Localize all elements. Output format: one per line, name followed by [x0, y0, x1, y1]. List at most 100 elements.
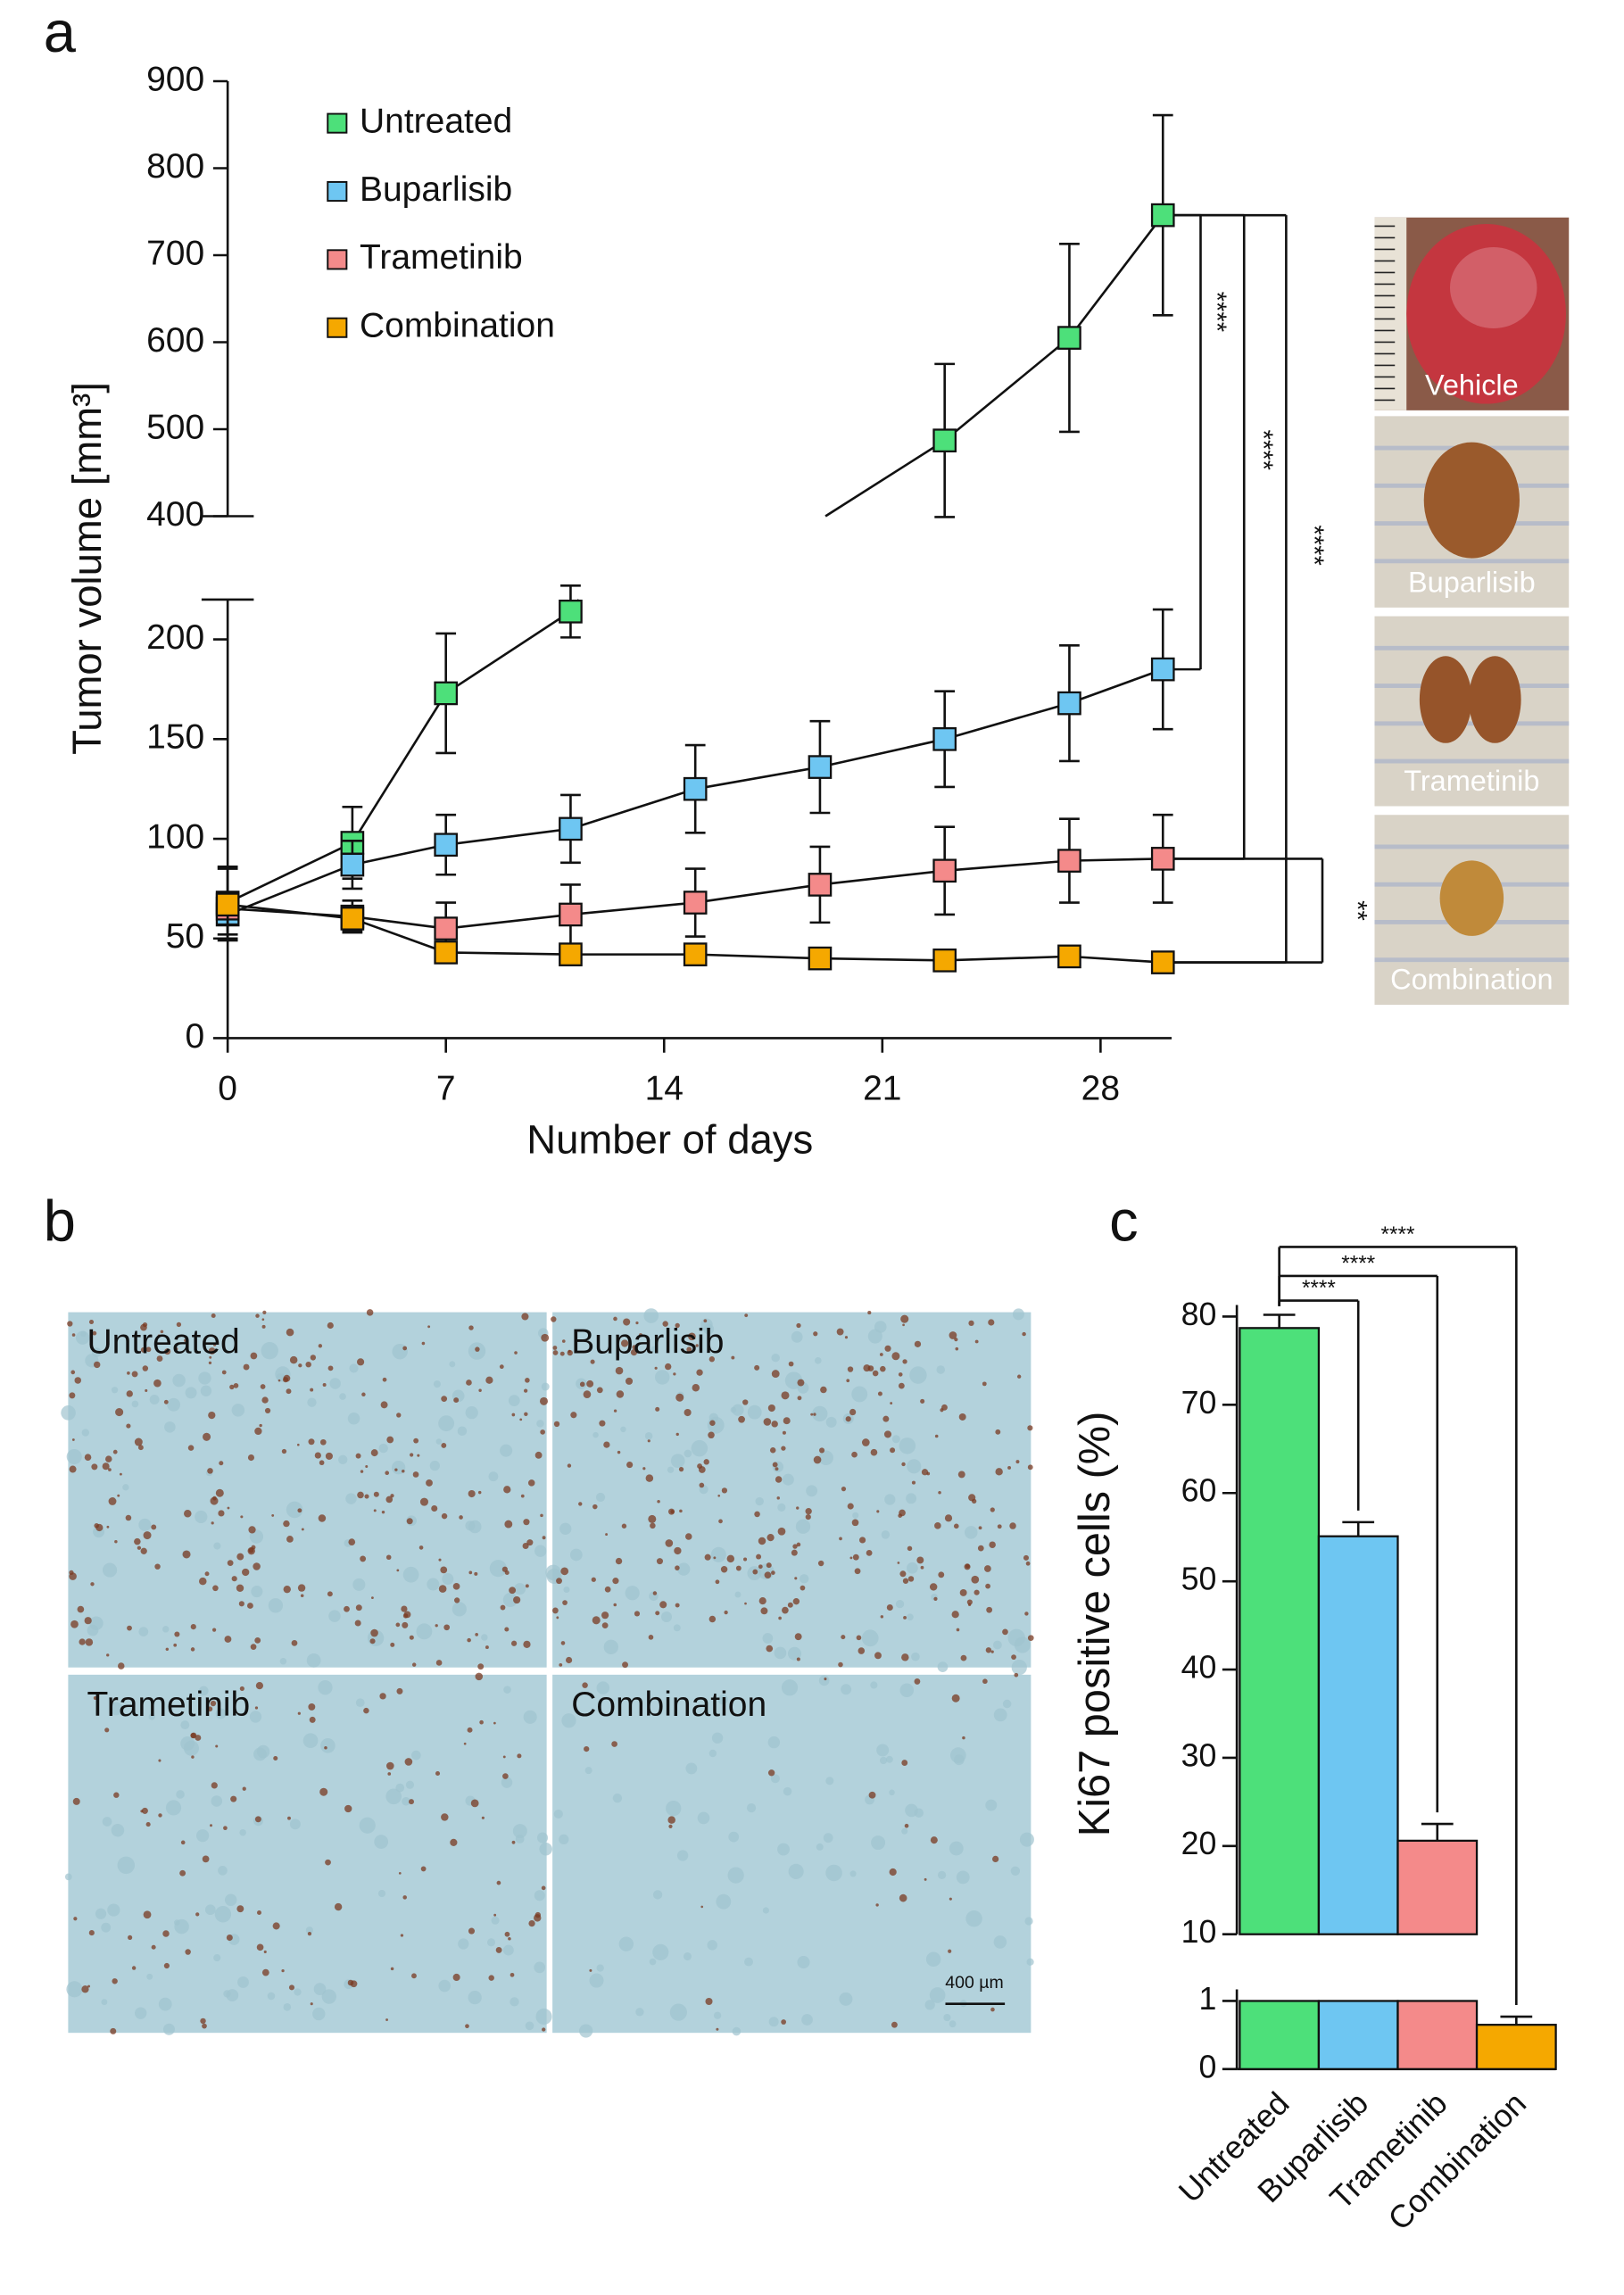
stained-nucleus: [766, 1645, 774, 1653]
stained-nucleus: [281, 1968, 285, 1973]
stained-nucleus: [938, 1571, 945, 1578]
stained-nucleus: [344, 1804, 352, 1813]
tumor-photo: [1374, 815, 1570, 1006]
tissue-speck: [839, 1992, 853, 2006]
tissue-speck: [673, 1624, 681, 1632]
stained-nucleus: [566, 1656, 573, 1664]
stained-nucleus: [985, 1583, 990, 1589]
stained-nucleus: [726, 1554, 735, 1563]
stained-nucleus: [744, 1313, 749, 1318]
stained-nucleus: [525, 1584, 529, 1588]
series-line: [694, 766, 821, 791]
stained-nucleus: [357, 1358, 365, 1366]
stained-nucleus: [841, 1635, 846, 1640]
stained-nucleus: [849, 1556, 853, 1560]
tissue-speck: [491, 1916, 500, 1925]
tumor: [1469, 656, 1521, 743]
tissue-speck: [559, 1834, 569, 1844]
stained-nucleus: [703, 1459, 709, 1465]
marker: [340, 852, 365, 877]
stained-nucleus: [212, 1495, 217, 1501]
stained-nucleus: [665, 1363, 672, 1371]
stained-nucleus: [504, 1520, 513, 1529]
stained-nucleus: [921, 1469, 929, 1476]
tissue-speck: [870, 1681, 878, 1689]
stained-nucleus: [77, 1605, 85, 1613]
tissue-speck: [700, 1318, 713, 1331]
tissue-speck: [251, 1586, 263, 1598]
tissue-speck: [650, 1346, 658, 1353]
tissue-speck: [289, 1819, 301, 1830]
stained-nucleus: [390, 1967, 394, 1971]
stained-nucleus: [402, 1346, 408, 1351]
tissue-speck: [670, 1454, 685, 1468]
tissue-speck: [305, 1926, 313, 1935]
stained-nucleus: [504, 1931, 510, 1937]
stained-nucleus: [992, 1855, 999, 1863]
significance-label: ****: [1202, 292, 1230, 333]
stained-nucleus: [385, 1761, 394, 1770]
stained-nucleus: [242, 1568, 250, 1577]
tissue-speck: [777, 1503, 786, 1512]
tissue-speck: [111, 1387, 119, 1394]
stained-nucleus: [966, 1599, 973, 1605]
stained-nucleus: [866, 1549, 873, 1556]
series-line: [352, 843, 446, 866]
stained-nucleus: [485, 1376, 493, 1384]
stained-nucleus: [263, 1950, 267, 1954]
stained-nucleus: [261, 1968, 269, 1976]
stained-nucleus: [360, 1470, 364, 1473]
stained-nucleus: [380, 1401, 388, 1409]
stained-nucleus: [308, 1438, 315, 1446]
stained-nucleus: [127, 1371, 130, 1375]
stained-nucleus: [450, 1838, 458, 1846]
stained-nucleus: [256, 1943, 264, 1951]
tissue-speck: [138, 1518, 152, 1531]
stained-nucleus: [246, 1603, 253, 1609]
stained-nucleus: [721, 1487, 728, 1494]
tissue-speck: [131, 1400, 139, 1408]
stained-nucleus: [675, 1565, 680, 1570]
tissue-speck: [762, 1633, 774, 1644]
tissue-speck: [852, 1512, 859, 1519]
stained-nucleus: [156, 1355, 163, 1362]
tissue-speck: [180, 1736, 195, 1751]
tissue-speck: [172, 1373, 186, 1388]
tissue-speck: [442, 1573, 454, 1586]
photo-label: Buparlisib: [1408, 566, 1536, 598]
stained-nucleus: [708, 1356, 715, 1363]
stained-nucleus: [88, 1319, 95, 1325]
stained-nucleus: [327, 1591, 333, 1597]
tissue-speck: [879, 1756, 888, 1765]
tissue-speck: [943, 2013, 951, 2022]
stained-nucleus: [257, 1910, 261, 1915]
stained-nucleus: [792, 1544, 798, 1549]
tissue-speck: [949, 1841, 964, 1856]
stained-nucleus: [297, 1711, 301, 1715]
stained-nucleus: [319, 1460, 325, 1466]
stained-nucleus: [949, 1331, 957, 1339]
stained-nucleus: [508, 1936, 511, 1941]
tissue-speck: [239, 1828, 246, 1836]
stained-nucleus: [440, 1566, 448, 1574]
stained-nucleus: [561, 1339, 566, 1343]
y-axis-label: Ki67 positive cells (%): [1071, 1412, 1119, 1837]
stained-nucleus: [552, 1607, 559, 1614]
stained-nucleus: [559, 1351, 565, 1356]
tissue-speck: [215, 1708, 227, 1719]
stained-nucleus: [199, 1577, 207, 1586]
stained-nucleus: [190, 1624, 196, 1630]
stained-nucleus: [519, 1418, 523, 1421]
bar: [1475, 2024, 1557, 2070]
tissue-speck: [563, 1586, 570, 1593]
stained-nucleus: [427, 1325, 431, 1329]
tissue-speck: [392, 1343, 408, 1360]
tissue-speck: [512, 1824, 527, 1839]
stained-nucleus: [596, 1387, 603, 1394]
stained-nucleus: [951, 1694, 960, 1703]
stained-nucleus: [601, 1622, 609, 1629]
photo-label: Trametinib: [1404, 765, 1539, 797]
micrograph-label: Buparlisib: [571, 1323, 724, 1362]
stained-nucleus: [143, 1910, 152, 1919]
stained-nucleus: [238, 1601, 244, 1607]
